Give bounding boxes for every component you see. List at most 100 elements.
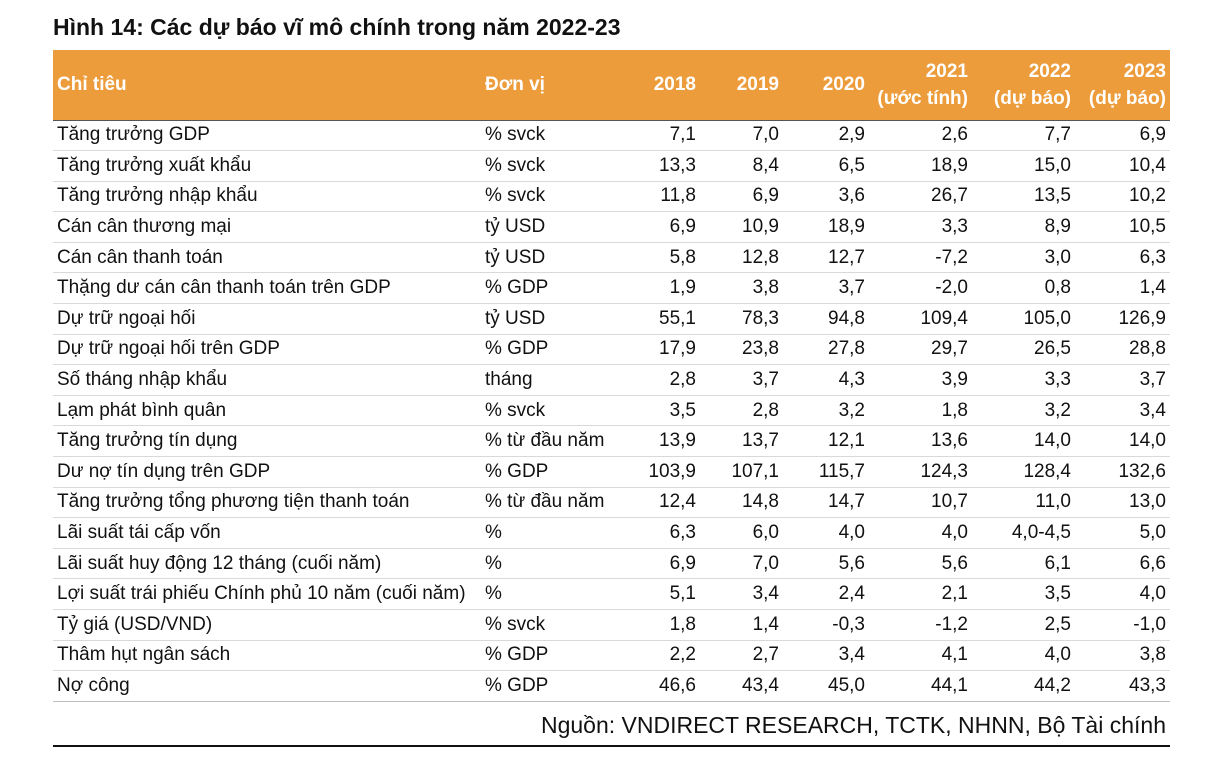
unit-cell: % svck xyxy=(481,395,625,427)
value-cell-2021: -2,0 xyxy=(869,272,972,305)
value-cell-2022: 11,0 xyxy=(972,487,1075,519)
value-cell-2020: 12,7 xyxy=(783,242,869,274)
value-cell-2018: 7,1 xyxy=(625,120,700,152)
value-cell-2022: 44,2 xyxy=(972,670,1075,702)
value-cell-2018: 2,2 xyxy=(625,640,700,672)
indicator-cell: Tăng trưởng GDP xyxy=(53,120,481,152)
value-cell-2021: 5,6 xyxy=(869,548,972,580)
value-cell-2020: 2,9 xyxy=(783,120,869,152)
value-cell-2023: 3,7 xyxy=(1075,364,1170,396)
table-row: Thặng dư cán cân thanh toán trên GDP% GD… xyxy=(53,272,1170,305)
indicator-cell: Tăng trưởng nhập khẩu xyxy=(53,181,481,213)
value-cell-2023: -1,0 xyxy=(1075,609,1170,641)
table-row: Dự trữ ngoại hối tỷ USD 55,1 78,3 94,8 109,4 1… xyxy=(53,303,1170,335)
value-cell-2020: 6,5 xyxy=(783,150,869,182)
value-cell-2023: 10,5 xyxy=(1075,211,1170,243)
macro-forecast-table: Chỉ tiêu Đơn vị 2018 2019 2020 2021 (ước… xyxy=(53,50,1170,702)
value-cell-2023: 13,0 xyxy=(1075,487,1170,519)
value-cell-2021: 1,8 xyxy=(869,395,972,427)
value-cell-2019: 107,1 xyxy=(700,456,783,488)
unit-cell: % GDP xyxy=(481,640,625,672)
value-cell-2019: 7,0 xyxy=(700,548,783,580)
source-note: Nguồn: VNDIRECT RESEARCH, TCTK, NHNN, Bộ… xyxy=(540,712,1166,738)
value-cell-2022: 4,0-4,5 xyxy=(972,517,1075,549)
table-row: Tăng trưởng nhập khẩu% svck 11,8 6,9 3,6 26,… xyxy=(53,181,1170,213)
table-row: Tăng trưởng tín dụng% từ đầu năm 13,9 13,7… xyxy=(53,425,1170,458)
value-cell-2023: 6,3 xyxy=(1075,242,1170,274)
unit-cell: % GDP xyxy=(481,334,625,366)
value-cell-2020: 94,8 xyxy=(783,303,869,335)
table-row: Nợ công% GDP 46,6 43,4 45,0 44,1 44,2 43,3 xyxy=(53,670,1170,702)
unit-cell: % xyxy=(481,578,625,610)
value-cell-2020: 3,2 xyxy=(783,395,869,427)
value-cell-2021: 2,1 xyxy=(869,578,972,610)
table-row: Lãi suất tái cấp vốn% 6,3 6,0 4,0 4,0 4,0-4,5… xyxy=(53,517,1170,549)
indicator-cell: Thâm hụt ngân sách xyxy=(53,640,481,672)
value-cell-2021: 18,9 xyxy=(869,150,972,182)
value-cell-2022: 14,0 xyxy=(972,425,1075,458)
indicator-cell: Thặng dư cán cân thanh toán trên GDP xyxy=(53,272,481,305)
header-2021: 2021 (ước tính) xyxy=(869,50,972,121)
value-cell-2018: 55,1 xyxy=(625,303,700,335)
unit-cell: % GDP xyxy=(481,272,625,305)
table-row: Lãi suất huy động 12 tháng (cuối năm)% 6,… xyxy=(53,548,1170,580)
indicator-cell: Cán cân thanh toán xyxy=(53,242,481,274)
table-header-row: Chỉ tiêu Đơn vị 2018 2019 2020 2021 (ước… xyxy=(53,50,1170,121)
value-cell-2020: -0,3 xyxy=(783,609,869,641)
header-2021-note: (ước tính) xyxy=(877,87,968,109)
unit-cell: % svck xyxy=(481,150,625,182)
unit-cell: % svck xyxy=(481,609,625,641)
value-cell-2021: 2,6 xyxy=(869,120,972,152)
value-cell-2019: 3,7 xyxy=(700,364,783,396)
value-cell-2023: 132,6 xyxy=(1075,456,1170,488)
value-cell-2020: 4,3 xyxy=(783,364,869,396)
value-cell-2022: 128,4 xyxy=(972,456,1075,488)
value-cell-2023: 6,9 xyxy=(1075,120,1170,152)
indicator-cell: Nợ công xyxy=(53,670,481,702)
unit-cell: % xyxy=(481,517,625,549)
value-cell-2020: 2,4 xyxy=(783,578,869,610)
unit-cell: % svck xyxy=(481,181,625,213)
value-cell-2023: 28,8 xyxy=(1075,334,1170,366)
value-cell-2018: 17,9 xyxy=(625,334,700,366)
value-cell-2019: 2,8 xyxy=(700,395,783,427)
value-cell-2021: 44,1 xyxy=(869,670,972,702)
header-2022-note: (dự báo) xyxy=(993,87,1071,109)
value-cell-2019: 12,8 xyxy=(700,242,783,274)
value-cell-2023: 5,0 xyxy=(1075,517,1170,549)
table-row: Dư nợ tín dụng trên GDP% GDP 103,9 107,1 11… xyxy=(53,456,1170,488)
table-row: Tăng trưởng GDP% svck 7,1 7,0 2,9 2,6 7,7 6,9 xyxy=(53,120,1170,152)
value-cell-2020: 18,9 xyxy=(783,211,869,243)
indicator-cell: Số tháng nhập khẩu xyxy=(53,364,481,396)
value-cell-2022: 7,7 xyxy=(972,120,1075,152)
value-cell-2018: 46,6 xyxy=(625,670,700,702)
table-body: Tăng trưởng GDP% svck 7,1 7,0 2,9 2,6 7,7 6,9 T… xyxy=(53,120,1170,702)
indicator-cell: Lãi suất huy động 12 tháng (cuối năm) xyxy=(53,548,481,580)
figure-title: Hình 14: Các dự báo vĩ mô chính trong nă… xyxy=(53,14,621,40)
value-cell-2019: 3,8 xyxy=(700,272,783,305)
unit-cell: % svck xyxy=(481,120,625,152)
table-row: Cán cân thanh toán tỷ USD 5,8 12,8 12,7 -7,2 3… xyxy=(53,242,1170,274)
indicator-cell: Dự trữ ngoại hối trên GDP xyxy=(53,334,481,366)
value-cell-2018: 2,8 xyxy=(625,364,700,396)
table-row: Dự trữ ngoại hối trên GDP% GDP 17,9 23,8 27… xyxy=(53,334,1170,366)
table-row: Tỷ giá (USD/VND)% svck 1,8 1,4 -0,3 -1,2 2,5-… xyxy=(53,609,1170,641)
indicator-cell: Lãi suất tái cấp vốn xyxy=(53,517,481,549)
value-cell-2018: 103,9 xyxy=(625,456,700,488)
header-2022-year: 2022 xyxy=(1028,60,1071,82)
table-row: Lạm phát bình quân% svck 3,5 2,8 3,2 1,8 3,2 3… xyxy=(53,395,1170,427)
indicator-cell: Tăng trưởng tổng phương tiện thanh toán xyxy=(53,487,481,519)
value-cell-2020: 3,7 xyxy=(783,272,869,305)
value-cell-2020: 4,0 xyxy=(783,517,869,549)
indicator-cell: Tăng trưởng tín dụng xyxy=(53,425,481,458)
value-cell-2019: 6,9 xyxy=(700,181,783,213)
value-cell-2018: 12,4 xyxy=(625,487,700,519)
indicator-cell: Cán cân thương mại xyxy=(53,211,481,243)
header-2023-year: 2023 xyxy=(1123,60,1166,82)
value-cell-2022: 26,5 xyxy=(972,334,1075,366)
value-cell-2021: 13,6 xyxy=(869,425,972,458)
value-cell-2022: 13,5 xyxy=(972,181,1075,213)
value-cell-2022: 3,2 xyxy=(972,395,1075,427)
header-2018: 2018 xyxy=(625,50,700,121)
value-cell-2020: 14,7 xyxy=(783,487,869,519)
